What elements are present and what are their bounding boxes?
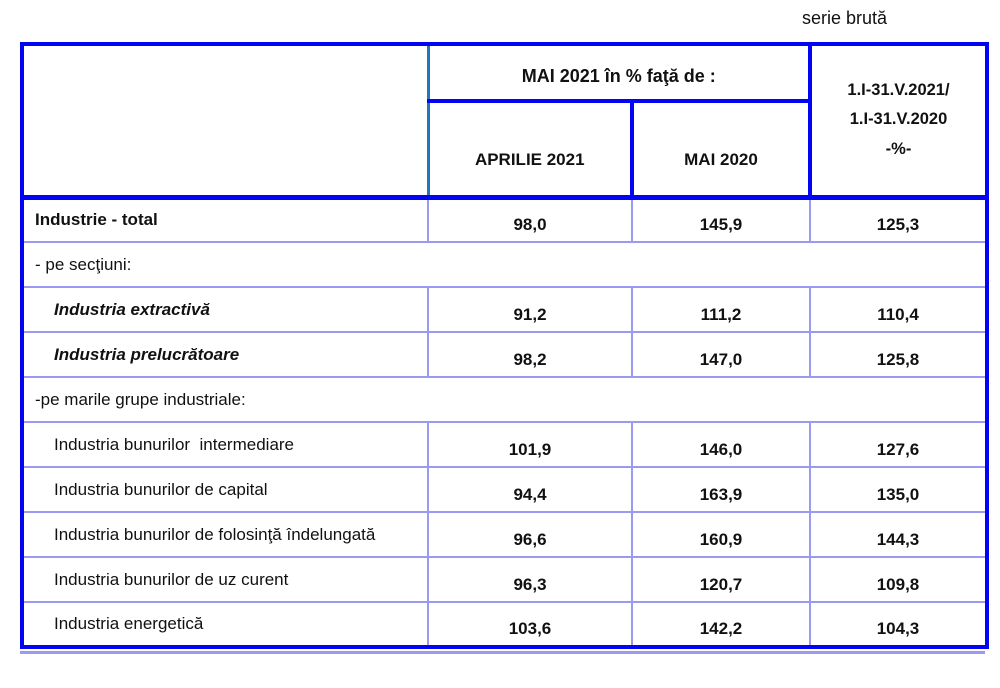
row-label: -pe marile grupe industriale:	[21, 376, 988, 423]
table-row: Industria bunurilor de capital 94,4 163,…	[21, 466, 988, 513]
value-cumulative: 135,0	[809, 466, 988, 513]
value-vs-mai-2020: 147,0	[631, 331, 811, 378]
value-cumulative: 144,3	[809, 511, 988, 558]
value-vs-aprilie-2021: 96,3	[427, 556, 633, 603]
header-comparison-title: MAI 2021 în % faţă de :	[428, 44, 812, 103]
value-vs-mai-2020: 145,9	[631, 196, 811, 243]
header-row-2: APRILIE 2021 MAI 2020	[22, 101, 987, 200]
table-row: Industrie - total 98,0 145,9 125,3	[21, 196, 988, 243]
value-vs-aprilie-2021: 101,9	[427, 421, 633, 468]
value-cumulative: 125,3	[809, 196, 988, 243]
table-header: MAI 2021 în % faţă de : 1.I-31.V.2021/ 1…	[22, 44, 987, 200]
value-vs-mai-2020: 111,2	[631, 286, 811, 333]
header-col-mai-2020: MAI 2020	[632, 101, 812, 200]
row-label: Industria prelucrătoare	[21, 331, 429, 378]
cumulative-line-1: 1.I-31.V.2021/	[847, 80, 950, 99]
row-label: - pe secţiuni:	[21, 241, 988, 288]
table-row: Industria bunurilor intermediare 101,9 1…	[21, 421, 988, 468]
header-row-1: MAI 2021 în % faţă de : 1.I-31.V.2021/ 1…	[22, 44, 987, 200]
value-vs-aprilie-2021: 98,2	[427, 331, 633, 378]
table-wrapper: MAI 2021 în % faţă de : 1.I-31.V.2021/ 1…	[20, 42, 989, 654]
value-vs-mai-2020: 146,0	[631, 421, 811, 468]
row-label: Industria bunurilor de capital	[21, 466, 429, 513]
value-vs-aprilie-2021: 94,4	[427, 466, 633, 513]
header-cumulative-period: 1.I-31.V.2021/ 1.I-31.V.2020 -%-	[810, 44, 987, 200]
table-row: Industria bunurilor de folosinţă îndelun…	[21, 511, 988, 558]
cumulative-line-2: 1.I-31.V.2020	[849, 110, 948, 129]
value-vs-aprilie-2021: 96,6	[427, 511, 633, 558]
header-empty-cell	[22, 44, 430, 200]
table-row: Industria bunurilor de uz curent 96,3 12…	[21, 556, 988, 603]
value-cumulative: 104,3	[809, 601, 988, 648]
industry-indices-table: MAI 2021 în % faţă de : 1.I-31.V.2021/ 1…	[20, 42, 989, 649]
value-vs-aprilie-2021: 103,6	[427, 601, 633, 648]
table-row: Industria energetică 103,6 142,2 104,3	[21, 601, 988, 648]
table-row: Industria prelucrătoare 98,2 147,0 125,8	[21, 331, 988, 378]
value-vs-aprilie-2021: 91,2	[427, 286, 633, 333]
cumulative-line-3: -%-	[885, 140, 912, 159]
table-row: - pe secţiuni:	[21, 241, 988, 288]
value-vs-mai-2020: 160,9	[631, 511, 811, 558]
bottom-accent-line	[20, 651, 985, 654]
series-note: serie brută	[802, 8, 888, 28]
value-vs-mai-2020: 120,7	[631, 556, 811, 603]
value-cumulative: 110,4	[809, 286, 988, 333]
table-row: Industria extractivă 91,2 111,2 110,4	[21, 286, 988, 333]
table-row: -pe marile grupe industriale:	[21, 376, 988, 423]
value-cumulative: 109,8	[809, 556, 988, 603]
value-cumulative: 127,6	[809, 421, 988, 468]
value-vs-aprilie-2021: 98,0	[427, 196, 633, 243]
row-label: Industrie - total	[21, 196, 429, 243]
row-label: Industria energetică	[21, 601, 429, 648]
table-body: Industrie - total 98,0 145,9 125,3 - pe …	[21, 196, 988, 648]
value-vs-mai-2020: 163,9	[631, 466, 811, 513]
row-label: Industria bunurilor intermediare	[21, 421, 429, 468]
row-label: Industria bunurilor de uz curent	[21, 556, 429, 603]
header-col-aprilie-2021: APRILIE 2021	[428, 101, 634, 200]
value-cumulative: 125,8	[809, 331, 988, 378]
row-label: Industria bunurilor de folosinţă îndelun…	[21, 511, 429, 558]
row-label: Industria extractivă	[21, 286, 429, 333]
value-vs-mai-2020: 142,2	[631, 601, 811, 648]
